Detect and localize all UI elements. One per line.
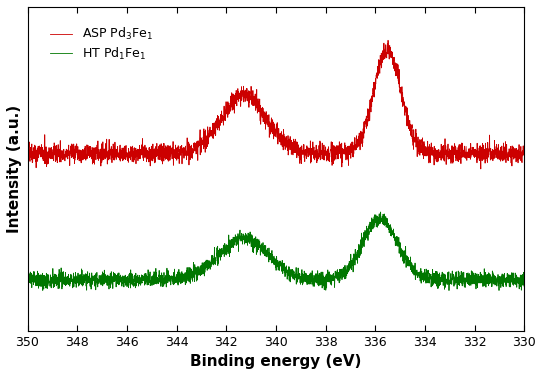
HT Pd$_1$Fe$_1$ — [330, 275, 337, 280]
Line: ASP Pd$_3$Fe$_1$: ASP Pd$_3$Fe$_1$ — [28, 40, 524, 169]
ASP Pd$_3$Fe$_1$ — [434, 149, 441, 153]
HT Pd$_1$Fe$_1$ — [377, 210, 384, 214]
HT Pd$_1$Fe$_1$ — [24, 282, 31, 286]
ASP Pd$_3$Fe$_1$ — [308, 147, 315, 152]
Line: HT Pd$_1$Fe$_1$: HT Pd$_1$Fe$_1$ — [28, 212, 524, 291]
ASP Pd$_3$Fe$_1$ — [24, 152, 31, 156]
HT Pd$_1$Fe$_1$ — [308, 272, 315, 276]
HT Pd$_1$Fe$_1$ — [464, 281, 471, 286]
X-axis label: Binding energy (eV): Binding energy (eV) — [190, 354, 362, 369]
ASP Pd$_3$Fe$_1$ — [330, 154, 337, 159]
HT Pd$_1$Fe$_1$ — [434, 287, 441, 291]
Legend: ASP Pd$_3$Fe$_1$, HT Pd$_1$Fe$_1$: ASP Pd$_3$Fe$_1$, HT Pd$_1$Fe$_1$ — [43, 20, 160, 68]
ASP Pd$_3$Fe$_1$ — [34, 148, 40, 153]
Y-axis label: Intensity (a.u.): Intensity (a.u.) — [7, 105, 22, 233]
ASP Pd$_3$Fe$_1$ — [521, 149, 527, 153]
HT Pd$_1$Fe$_1$ — [446, 288, 452, 293]
ASP Pd$_3$Fe$_1$ — [87, 144, 94, 149]
HT Pd$_1$Fe$_1$ — [87, 278, 94, 282]
ASP Pd$_3$Fe$_1$ — [477, 167, 484, 171]
HT Pd$_1$Fe$_1$ — [521, 284, 527, 289]
ASP Pd$_3$Fe$_1$ — [385, 38, 392, 42]
HT Pd$_1$Fe$_1$ — [34, 277, 40, 282]
ASP Pd$_3$Fe$_1$ — [464, 154, 471, 158]
